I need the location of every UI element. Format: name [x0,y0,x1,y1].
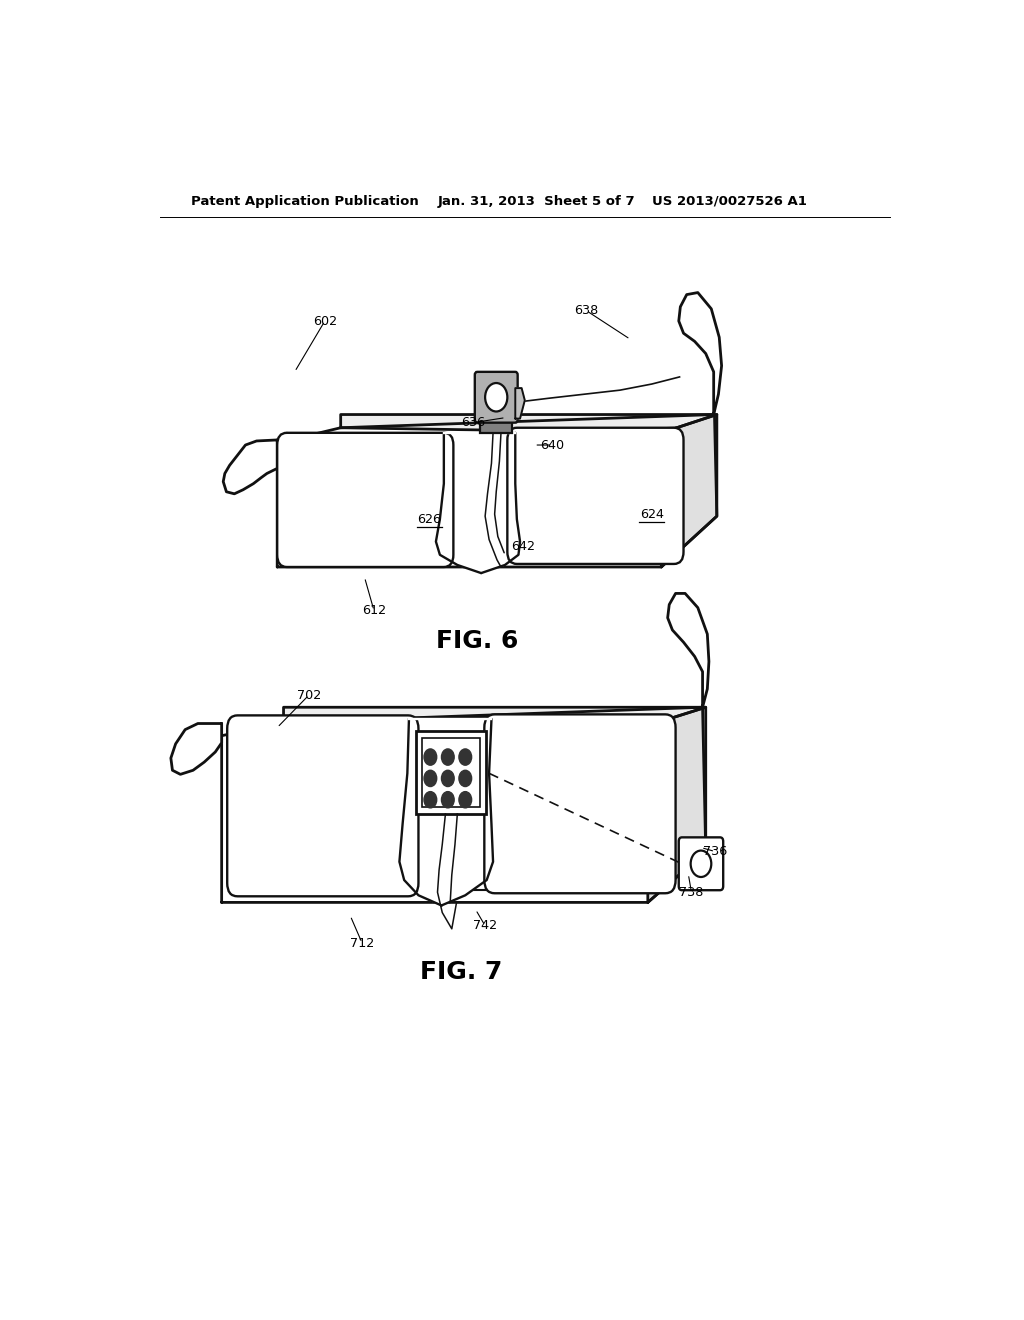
Polygon shape [221,708,706,903]
Text: 602: 602 [312,314,337,327]
FancyBboxPatch shape [278,433,454,568]
Polygon shape [662,414,717,568]
FancyBboxPatch shape [422,738,480,807]
Polygon shape [284,708,706,726]
Polygon shape [515,388,524,418]
Circle shape [690,850,712,876]
Text: Jan. 31, 2013  Sheet 5 of 7: Jan. 31, 2013 Sheet 5 of 7 [437,194,635,207]
FancyBboxPatch shape [480,417,512,433]
Circle shape [424,792,436,808]
Polygon shape [436,433,520,573]
Circle shape [459,771,472,787]
FancyBboxPatch shape [484,714,676,894]
Text: 640: 640 [541,438,564,451]
Circle shape [485,383,507,412]
Text: FIG. 6: FIG. 6 [436,630,518,653]
Circle shape [459,748,472,766]
Text: 612: 612 [361,605,386,618]
Text: 636: 636 [461,416,485,429]
Text: 642: 642 [511,540,536,553]
Text: 626: 626 [418,512,441,525]
Polygon shape [171,723,221,775]
Polygon shape [679,293,722,414]
Text: 742: 742 [473,919,498,932]
FancyBboxPatch shape [227,715,419,896]
Text: Patent Application Publication: Patent Application Publication [191,194,419,207]
FancyBboxPatch shape [475,372,518,422]
Text: 624: 624 [640,508,664,520]
Text: 638: 638 [574,305,599,317]
Text: FIG. 7: FIG. 7 [420,960,503,983]
Circle shape [441,771,455,787]
Circle shape [459,792,472,808]
FancyBboxPatch shape [507,428,684,564]
Polygon shape [223,440,278,494]
Polygon shape [278,414,717,568]
Circle shape [441,792,455,808]
FancyBboxPatch shape [416,731,486,814]
Circle shape [441,748,455,766]
Circle shape [424,771,436,787]
Text: 712: 712 [350,937,374,949]
Polygon shape [668,594,709,708]
Text: 702: 702 [297,689,322,701]
Text: 738: 738 [679,886,703,899]
Polygon shape [341,414,717,433]
FancyBboxPatch shape [679,837,723,890]
Polygon shape [399,719,494,906]
Circle shape [424,748,436,766]
Text: 736: 736 [703,845,727,858]
Polygon shape [648,708,706,903]
Text: US 2013/0027526 A1: US 2013/0027526 A1 [652,194,807,207]
